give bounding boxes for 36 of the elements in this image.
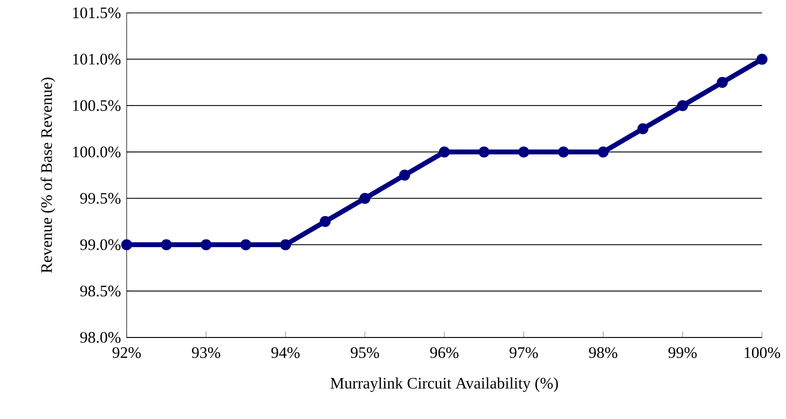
y-tick-label: 101.5% <box>73 8 121 18</box>
y-tick-label: 99.0% <box>80 239 121 250</box>
x-tick-label: 92% <box>112 347 141 358</box>
y-tick-label: 98.5% <box>80 286 121 297</box>
point <box>677 100 688 112</box>
x-axis-title: Murraylink Circuit Availability (%) <box>330 378 558 392</box>
point <box>240 239 252 250</box>
point <box>160 239 172 250</box>
point <box>359 193 370 204</box>
y-tick-label: 98.0% <box>80 332 121 344</box>
point <box>637 123 648 134</box>
y-tick-label: 100.0% <box>73 146 121 158</box>
point <box>478 146 490 158</box>
point <box>558 146 569 158</box>
point <box>121 239 132 250</box>
point <box>716 77 728 88</box>
point <box>280 239 292 250</box>
x-tick-label: 100% <box>744 347 780 358</box>
point <box>756 54 768 65</box>
y-tick-label: 100.5% <box>73 100 121 112</box>
point <box>518 146 530 158</box>
y-tick-label: 101.0% <box>73 54 121 65</box>
y-tick-label: 99.5% <box>80 193 121 204</box>
x-tick-label: 95% <box>350 347 380 358</box>
x-tick-label: 93% <box>192 347 220 358</box>
point <box>200 239 212 250</box>
y-axis-title: Revenue (% of Base Revenue) <box>40 78 56 274</box>
point <box>399 170 410 181</box>
point <box>598 146 609 158</box>
point <box>320 216 331 228</box>
x-tick-label: 94% <box>271 347 300 358</box>
x-tick-label: 96% <box>430 347 458 358</box>
point <box>438 146 450 158</box>
x-tick-label: 97% <box>510 347 538 358</box>
x-tick-label: 98% <box>589 347 618 358</box>
x-tick-label: 99% <box>668 347 697 358</box>
